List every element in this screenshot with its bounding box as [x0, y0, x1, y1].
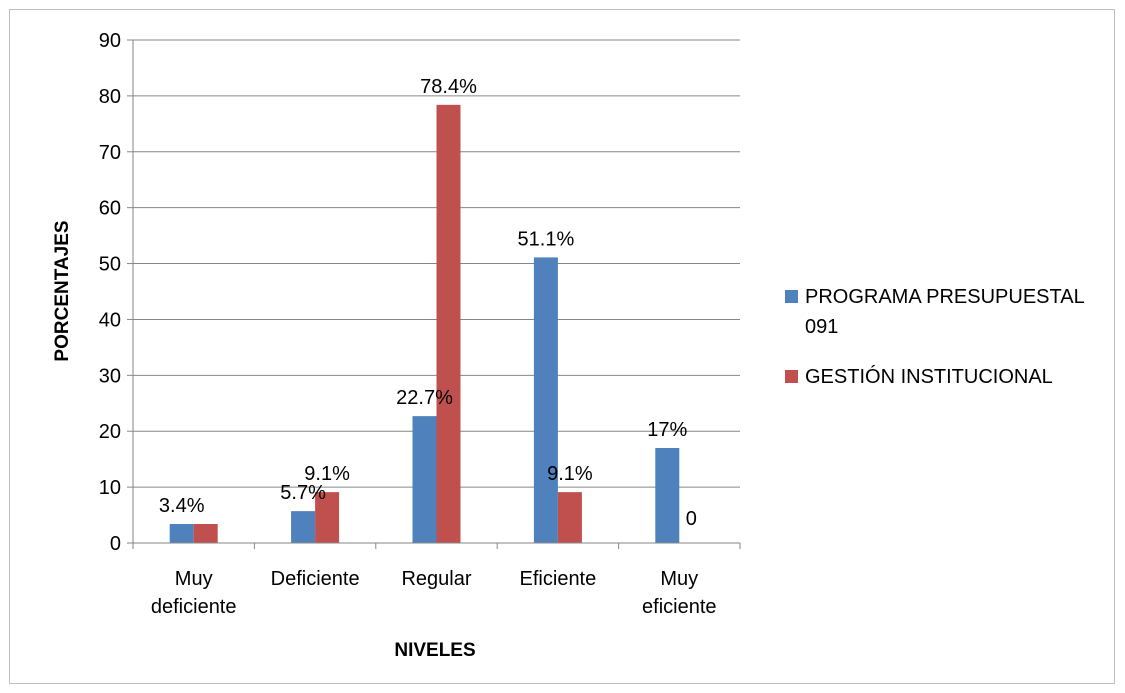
legend-swatch — [785, 290, 798, 303]
legend-label: PROGRAMA PRESUPUESTAL — [805, 286, 1085, 308]
data-label: 78.4% — [420, 76, 477, 98]
data-label: 51.1% — [518, 228, 575, 250]
data-label: 17% — [647, 419, 687, 441]
data-labels: 3.4% 5.7% 22.7% 51.1% 17% 9.1% 78.4% 9.1% 0 — [159, 76, 697, 530]
bars — [169, 104, 680, 543]
y-tick-label: 10 — [99, 477, 121, 499]
data-label: 0 — [686, 508, 697, 530]
bar-programa — [655, 447, 680, 543]
data-label: 5.7% — [280, 482, 326, 504]
data-label: 22.7% — [396, 387, 453, 409]
x-axis-title: NIVELES — [394, 640, 475, 661]
bar-gestion — [436, 104, 461, 543]
x-tick-label: Muy — [660, 568, 698, 590]
bar-gestion — [193, 523, 218, 543]
x-tick-label: Regular — [401, 568, 471, 590]
legend-label: GESTIÓN INSTITUCIONAL — [805, 365, 1053, 388]
chart-frame — [9, 9, 1115, 684]
y-tick-label: 90 — [99, 30, 121, 52]
axes: 0 10 20 30 40 50 60 70 80 90 Muy deficiente Deficien… — [99, 30, 741, 618]
bar-programa — [169, 523, 194, 543]
bar-gestion — [315, 492, 340, 543]
legend-swatch — [785, 370, 798, 383]
y-tick-label: 80 — [99, 86, 121, 108]
y-axis-title: PORCENTAJES — [52, 220, 73, 361]
y-tick-label: 50 — [99, 254, 121, 276]
data-label: 9.1% — [304, 463, 350, 485]
x-tick-label: Deficiente — [271, 568, 360, 590]
bar-programa — [533, 257, 558, 543]
y-tick-label: 70 — [99, 142, 121, 164]
y-tick-label: 0 — [110, 533, 121, 555]
legend-label: 091 — [805, 316, 838, 338]
x-tick-label: Muy — [175, 568, 213, 590]
legend: PROGRAMA PRESUPUESTAL 091 GESTIÓN INSTITUC… — [785, 286, 1085, 388]
bar-programa — [412, 416, 437, 543]
data-label: 9.1% — [547, 463, 593, 485]
y-tick-label: 30 — [99, 365, 121, 387]
bar-programa — [291, 511, 316, 543]
x-tick-label: deficiente — [151, 596, 237, 618]
x-tick-label: Eficiente — [520, 568, 597, 590]
y-tick-label: 20 — [99, 421, 121, 443]
bar-gestion — [557, 492, 582, 543]
y-tick-label: 60 — [99, 198, 121, 220]
x-tick-label: eficiente — [642, 596, 717, 618]
y-tick-label: 40 — [99, 309, 121, 331]
data-label: 3.4% — [159, 495, 205, 517]
